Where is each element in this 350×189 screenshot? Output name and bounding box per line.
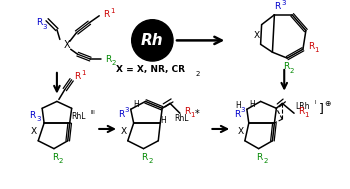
Text: RhL: RhL [71, 112, 86, 121]
Text: X: X [121, 127, 127, 136]
Text: R: R [52, 153, 58, 162]
Text: LRh: LRh [296, 102, 310, 111]
Text: RhL: RhL [175, 114, 189, 123]
Text: 1: 1 [190, 112, 195, 118]
Text: 1: 1 [304, 112, 309, 118]
Text: X: X [31, 127, 37, 136]
Text: H: H [235, 101, 241, 110]
Text: X = X, NR, CR: X = X, NR, CR [116, 65, 185, 74]
Text: X: X [63, 40, 70, 50]
Text: R: R [36, 18, 42, 27]
Text: X: X [238, 127, 244, 136]
Text: R: R [283, 63, 289, 71]
Text: R: R [234, 110, 240, 119]
Text: R: R [105, 55, 111, 64]
Text: 3: 3 [125, 107, 129, 113]
Text: 2: 2 [59, 158, 63, 164]
Text: 1: 1 [110, 8, 114, 14]
Circle shape [132, 20, 173, 61]
Text: R: R [103, 10, 109, 19]
Text: H: H [249, 100, 255, 109]
Text: R: R [184, 107, 190, 116]
Text: 3: 3 [43, 24, 47, 30]
Text: 2: 2 [263, 158, 268, 164]
Text: 2: 2 [290, 68, 294, 74]
Text: I: I [315, 100, 316, 105]
Text: 3: 3 [241, 107, 245, 113]
Text: 2: 2 [148, 158, 153, 164]
Text: ]: ] [319, 102, 324, 115]
Text: R: R [274, 2, 280, 12]
Text: R: R [29, 111, 35, 120]
Text: ⊕: ⊕ [324, 99, 331, 108]
Text: X: X [254, 31, 260, 40]
Text: 2: 2 [195, 71, 200, 77]
Text: R: R [298, 107, 304, 116]
Text: Rh: Rh [141, 33, 164, 48]
Text: 3: 3 [36, 116, 41, 122]
Text: III: III [91, 110, 96, 115]
Text: R: R [257, 153, 263, 162]
Text: 3: 3 [281, 0, 286, 6]
Text: R: R [75, 72, 81, 81]
Text: R: R [118, 110, 124, 119]
Text: *: * [194, 109, 199, 119]
Text: H: H [133, 100, 139, 109]
Text: 1: 1 [314, 47, 319, 53]
Text: 2: 2 [112, 60, 116, 66]
Text: 1: 1 [81, 70, 86, 76]
Text: R: R [308, 42, 314, 51]
Text: H: H [160, 116, 166, 125]
Text: R: R [141, 153, 148, 162]
